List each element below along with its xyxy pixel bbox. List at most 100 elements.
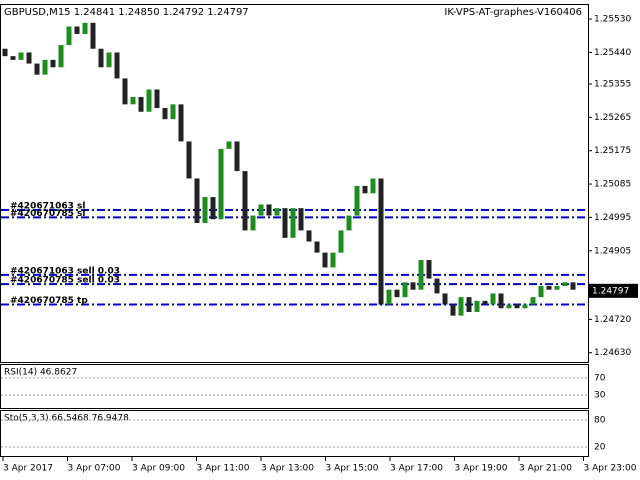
- candle-body: [258, 204, 264, 216]
- candle-body: [282, 208, 288, 238]
- candle-body: [314, 241, 320, 253]
- candle-body: [402, 282, 408, 298]
- candle-body: [194, 178, 200, 223]
- candle-body: [426, 260, 432, 279]
- order-label: #420670785 tp: [10, 296, 88, 306]
- candle-body: [306, 230, 312, 242]
- y-tick-label: 1.24995: [594, 213, 631, 223]
- y-tick-label: 80: [594, 416, 606, 426]
- candle-body: [74, 26, 80, 34]
- price-box: [588, 283, 638, 298]
- candle-body: [330, 252, 336, 268]
- candle-body: [178, 104, 184, 142]
- candle-body: [538, 286, 544, 298]
- candle-body: [10, 56, 16, 60]
- rsi-label: RSI(14) 46.8627: [4, 368, 77, 378]
- y-tick-label: 1.25085: [594, 180, 631, 190]
- candle-body: [562, 282, 568, 287]
- y-tick-label: 1.24720: [594, 315, 631, 325]
- candle-body: [530, 297, 536, 305]
- candle-body: [298, 208, 304, 231]
- candle-body: [122, 78, 128, 105]
- order-label: #420670785 sl: [10, 209, 85, 219]
- candle-body: [98, 48, 104, 68]
- candle-body: [82, 22, 88, 34]
- main-window: [0, 4, 589, 363]
- candle-body: [266, 204, 272, 216]
- candle-body: [58, 45, 64, 68]
- candle-body: [346, 215, 352, 231]
- candle-body: [498, 293, 504, 309]
- y-tick-label: 20: [594, 443, 606, 453]
- candle-body: [226, 141, 232, 149]
- order-label: #420671063 sl: [10, 202, 85, 212]
- y-tick-label: 1.24905: [594, 246, 631, 256]
- candle-body: [234, 141, 240, 172]
- candle-body: [466, 297, 472, 312]
- candle-body: [514, 304, 520, 309]
- candle-body: [42, 59, 48, 75]
- candle-body: [490, 293, 496, 305]
- candle-body: [186, 141, 192, 179]
- candle-body: [570, 282, 576, 290]
- candle-body: [18, 52, 24, 60]
- candle-body: [370, 178, 376, 194]
- x-tick-label: 3 Apr 09:00: [132, 464, 185, 474]
- candle-body: [106, 52, 112, 68]
- y-tick-label: 70: [594, 373, 606, 383]
- y-tick-label: 1.25355: [594, 79, 631, 89]
- candle-body: [138, 96, 144, 112]
- candle-body: [338, 230, 344, 253]
- y-tick-label: 1.25175: [594, 146, 631, 156]
- candle-body: [250, 215, 256, 231]
- candle-body: [386, 289, 392, 305]
- candle-body: [162, 108, 168, 120]
- candle-body: [218, 148, 224, 220]
- y-tick-label: 1.25440: [594, 48, 631, 58]
- x-tick-label: 3 Apr 19:00: [455, 464, 508, 474]
- candle-body: [362, 185, 368, 194]
- rsi-window: [0, 364, 589, 409]
- candle-body: [322, 252, 328, 268]
- y-tick-label: 1.25530: [594, 15, 631, 25]
- candle-body: [146, 89, 152, 112]
- candle-body: [274, 208, 280, 216]
- x-tick-label: 3 Apr 17:00: [390, 464, 443, 474]
- y-tick-label: 1.25265: [594, 113, 631, 123]
- x-tick-label: 3 Apr 2017: [3, 464, 53, 474]
- candle-body: [34, 63, 40, 75]
- candle-body: [410, 282, 416, 290]
- x-tick-label: 3 Apr 23:00: [584, 464, 637, 474]
- caption: IK-VPS-AT-graphes-V160406: [444, 7, 582, 18]
- order-label: #420671063 sell 0.03: [10, 266, 120, 276]
- candle-body: [154, 89, 160, 109]
- candle-body: [202, 197, 208, 223]
- x-tick-label: 3 Apr 13:00: [261, 464, 314, 474]
- candle-body: [290, 208, 296, 238]
- candle-body: [90, 22, 96, 49]
- current-price: 1.24797: [592, 286, 629, 296]
- candle-body: [354, 185, 360, 216]
- candle-body: [482, 300, 488, 305]
- candle-body: [242, 171, 248, 231]
- x-tick-label: 3 Apr 07:00: [68, 464, 121, 474]
- candle-body: [450, 304, 456, 316]
- stochastic-label: Sto(5,3,3) 66.5468 76.9478: [4, 414, 129, 424]
- candle-body: [378, 178, 384, 305]
- candle-body: [66, 26, 72, 46]
- y-tick-label: 1.24630: [594, 348, 631, 358]
- candle-body: [458, 297, 464, 316]
- candle-body: [506, 304, 512, 309]
- y-tick-label: 30: [594, 391, 606, 401]
- candle-body: [2, 48, 8, 57]
- candle-body: [114, 52, 120, 79]
- candle-body: [474, 300, 480, 312]
- candle-body: [170, 104, 176, 120]
- candle-body: [418, 260, 424, 290]
- candle-body: [546, 286, 552, 290]
- chart-title: GBPUSD,M15 1.24841 1.24850 1.24792 1.247…: [4, 7, 249, 18]
- candle-body: [130, 96, 136, 105]
- candle-body: [394, 289, 400, 298]
